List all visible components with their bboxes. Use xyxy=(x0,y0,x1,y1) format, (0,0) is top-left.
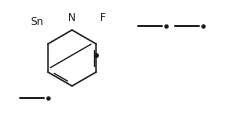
Text: F: F xyxy=(100,13,105,23)
Text: N: N xyxy=(68,13,76,23)
Text: Sn: Sn xyxy=(30,17,43,27)
